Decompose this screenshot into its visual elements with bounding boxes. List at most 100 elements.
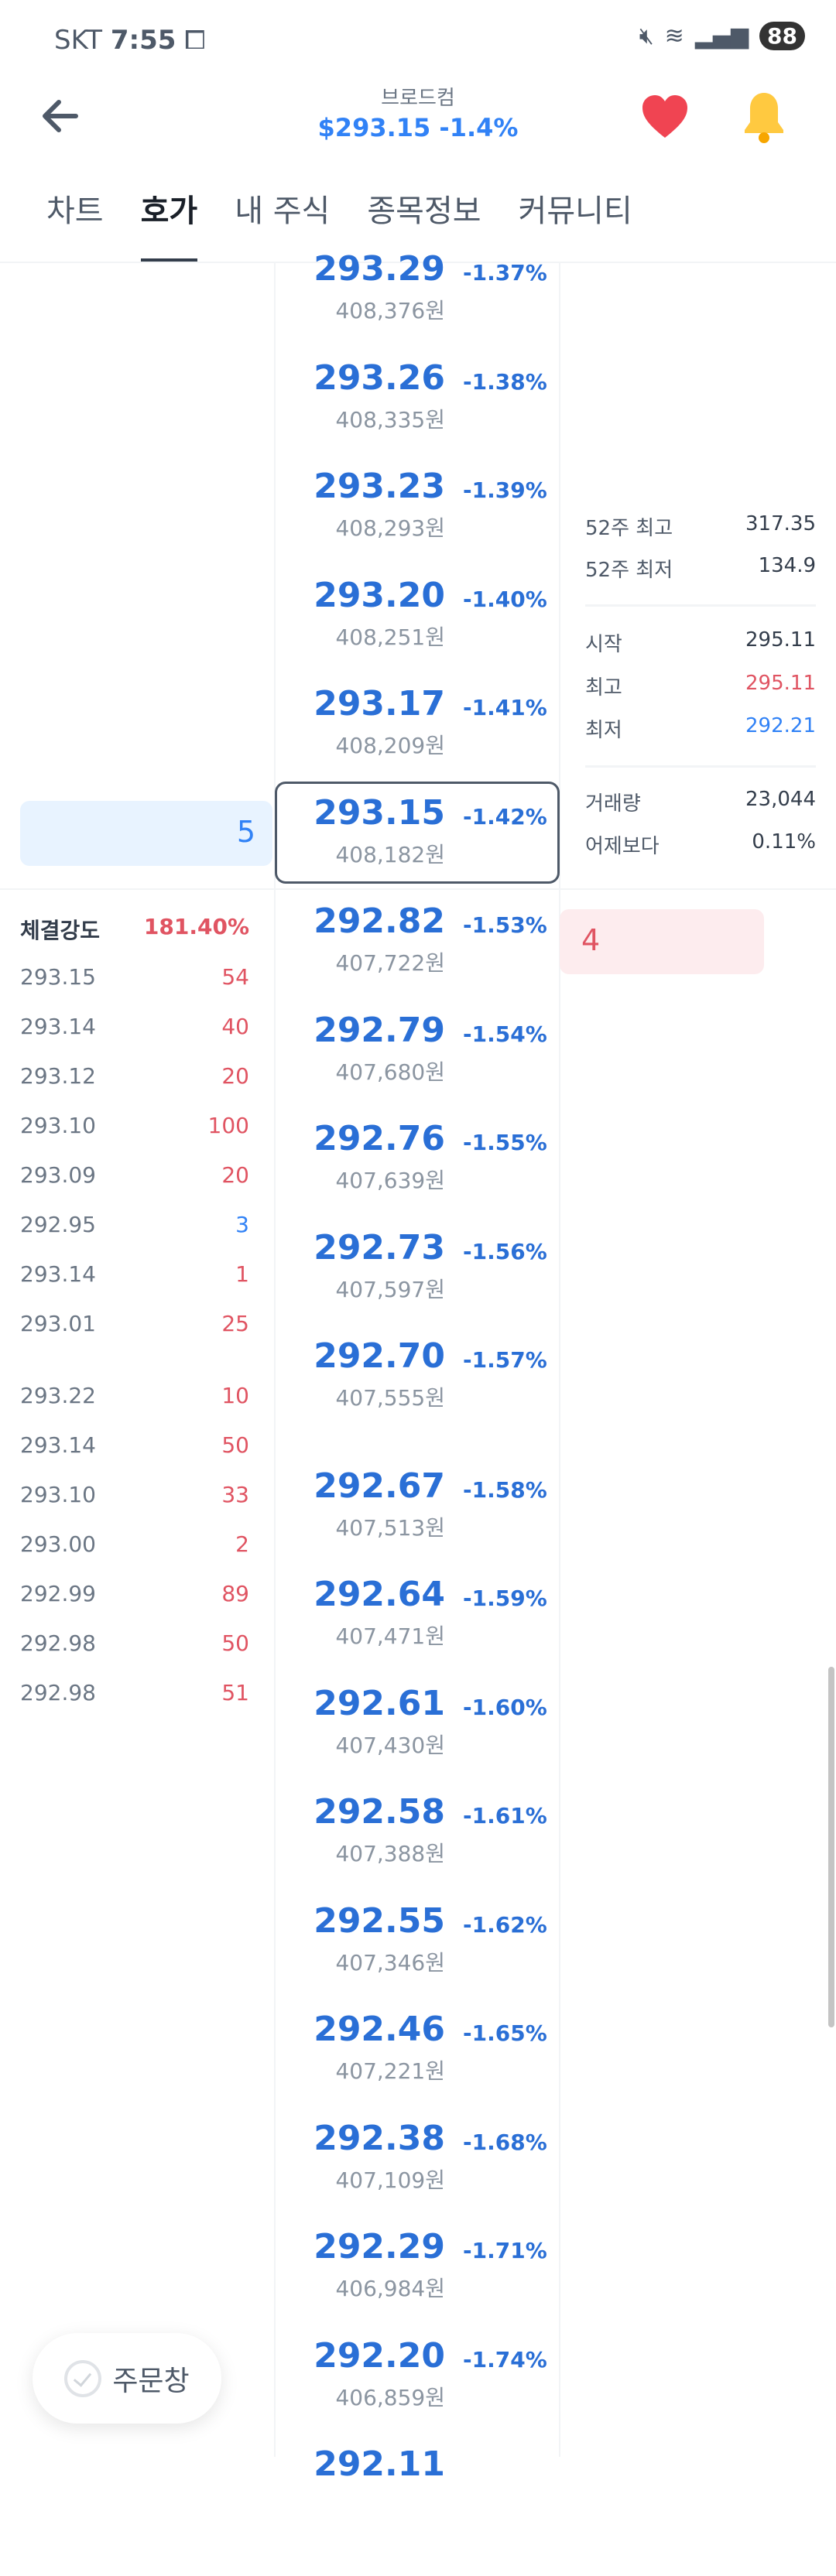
trade-row: 293.09 20 — [20, 1162, 249, 1188]
clock: 7:55 — [110, 25, 176, 56]
tab-orderbook[interactable]: 호가 — [140, 186, 197, 262]
order-price: 292.46 — [314, 2010, 445, 2049]
order-price: 292.82 — [314, 901, 445, 941]
order-krw: 406,984원 — [335, 2276, 445, 2301]
stat-low: 최저 292.21 — [585, 714, 816, 743]
order-row-current[interactable]: 293.15 -1.42% 408,182원 — [275, 793, 560, 925]
order-row[interactable]: 293.20 -1.40% 408,251원 — [275, 576, 560, 707]
order-price: 292.55 — [314, 1900, 445, 1941]
order-krw: 407,430원 — [335, 1732, 445, 1758]
signal-icon: ▂▄▆ — [694, 22, 749, 50]
order-change: -1.37% — [463, 260, 547, 286]
trade-price: 293.14 — [20, 1261, 96, 1287]
order-row[interactable]: 292.73 -1.56% 407,597원 — [275, 1228, 560, 1360]
trade-price: 293.00 — [20, 1531, 96, 1557]
order-change: -1.38% — [463, 368, 547, 395]
trade-price: 293.09 — [20, 1162, 96, 1188]
bell-icon[interactable] — [738, 90, 790, 145]
trade-price: 292.98 — [20, 1630, 96, 1656]
trade-price: 292.99 — [20, 1581, 96, 1606]
scrollbar[interactable] — [828, 1667, 834, 2027]
screenshot-icon: ⧠ — [184, 25, 206, 56]
stat-high: 최고 295.11 — [585, 672, 816, 700]
tab-stock-info[interactable]: 종목정보 — [367, 193, 481, 229]
order-row[interactable]: 292.58 -1.61% 407,388원 — [275, 1792, 560, 1924]
trade-row: 293.00 2 — [20, 1531, 249, 1557]
order-row[interactable]: 292.20 -1.74% 406,859원 — [275, 2336, 560, 2468]
mute-icon: 🔇︎ — [639, 22, 654, 50]
trade-qty: 100 — [207, 1113, 249, 1138]
order-row[interactable]: 292.64 -1.59% 407,471원 — [275, 1575, 560, 1706]
carrier: SKT — [54, 25, 103, 56]
trade-price: 293.01 — [20, 1311, 96, 1336]
tab-chart[interactable]: 차트 — [46, 193, 104, 229]
tab-my-stock[interactable]: 내 주식 — [235, 193, 331, 229]
order-price: 292.67 — [314, 1466, 445, 1506]
tab-community[interactable]: 커뮤니티 — [518, 193, 632, 229]
order-price: 292.79 — [314, 1010, 445, 1050]
column-divider — [559, 263, 560, 2457]
trade-qty: 89 — [221, 1581, 249, 1606]
order-row[interactable]: 293.23 -1.39% 408,293원 — [275, 467, 560, 598]
order-krw: 407,639원 — [335, 1168, 445, 1193]
trade-row: 293.14 40 — [20, 1014, 249, 1039]
order-row[interactable]: 292.46 -1.65% 407,221원 — [275, 2010, 560, 2141]
trade-price: 292.95 — [20, 1212, 96, 1237]
current-price-box — [275, 782, 560, 884]
order-row[interactable]: 292.79 -1.54% 407,680원 — [275, 1011, 560, 1142]
order-row[interactable]: 292.76 -1.55% 407,639원 — [275, 1119, 560, 1250]
order-row[interactable]: 292.82 -1.53% 407,722원 — [275, 901, 560, 1033]
order-change: -1.65% — [463, 2020, 547, 2046]
trade-price: 293.14 — [20, 1432, 96, 1458]
order-krw: 408,293원 — [335, 515, 445, 541]
order-row[interactable]: 293.17 -1.41% 408,209원 — [275, 684, 560, 816]
order-window-button[interactable]: 주문창 — [33, 2333, 221, 2424]
order-row[interactable]: 292.29 -1.71% 406,984원 — [275, 2227, 560, 2359]
order-change: -1.55% — [463, 1130, 547, 1155]
stock-name: 브로드컴 — [381, 87, 455, 110]
order-change: -1.71% — [463, 2238, 547, 2263]
stat-label: 거래량 — [585, 792, 641, 816]
back-arrow-icon[interactable] — [37, 93, 84, 139]
trade-qty: 40 — [221, 1014, 249, 1039]
order-krw: 407,346원 — [335, 1949, 445, 1976]
trade-qty: 20 — [221, 1162, 249, 1188]
order-row[interactable]: 292.67 -1.58% 407,513원 — [275, 1466, 560, 1598]
stat-vs-yesterday: 어제보다 0.11% — [585, 830, 816, 859]
order-change: -1.41% — [463, 695, 547, 720]
order-row[interactable]: 293.29 -1.37% 408,376원 — [275, 249, 560, 381]
order-price: 293.15 — [314, 792, 445, 833]
order-change: -1.39% — [463, 477, 547, 503]
order-krw: 406,859원 — [335, 2384, 445, 2410]
trade-row: 293.15 54 — [20, 964, 249, 990]
order-row[interactable]: 293.26 -1.38% 408,335원 — [275, 358, 560, 490]
wifi-icon: ≋ — [664, 22, 684, 50]
order-row[interactable]: 292.70 -1.57% 407,555원 — [275, 1336, 560, 1468]
order-row[interactable]: 292.11 — [275, 2444, 560, 2576]
order-price: 292.38 — [314, 2118, 445, 2158]
stat-52w-low: 52주 최저 134.9 — [585, 554, 816, 583]
order-change: -1.74% — [463, 2346, 547, 2372]
trade-qty: 10 — [221, 1383, 249, 1408]
trade-qty: 1 — [235, 1261, 249, 1287]
ask-volume: 5 — [236, 815, 255, 849]
order-row[interactable]: 292.61 -1.60% 407,430원 — [275, 1684, 560, 1815]
trade-row: 293.10 100 — [20, 1113, 249, 1138]
order-krw: 407,555원 — [335, 1385, 445, 1411]
order-row[interactable]: 292.55 -1.62% 407,346원 — [275, 1901, 560, 2033]
trade-strength-label: 체결강도 — [20, 918, 101, 943]
order-change: -1.59% — [463, 1586, 547, 1611]
order-price: 293.23 — [314, 467, 445, 506]
order-price: 292.70 — [314, 1336, 445, 1376]
trade-qty: 54 — [221, 964, 249, 990]
status-bar: SKT 7:55 ⧠ 🔇︎ ≋ ▂▄▆ 88 — [0, 0, 836, 85]
order-krw: 407,109원 — [335, 2167, 445, 2193]
order-krw: 408,335원 — [335, 406, 445, 433]
heart-icon[interactable] — [639, 91, 690, 142]
order-price: 293.17 — [314, 684, 445, 724]
order-row[interactable]: 292.38 -1.68% 407,109원 — [275, 2119, 560, 2250]
trade-qty: 51 — [221, 1680, 249, 1705]
trade-price: 293.22 — [20, 1383, 96, 1408]
order-price: 292.64 — [314, 1575, 445, 1614]
order-krw: 407,680원 — [335, 1059, 445, 1085]
